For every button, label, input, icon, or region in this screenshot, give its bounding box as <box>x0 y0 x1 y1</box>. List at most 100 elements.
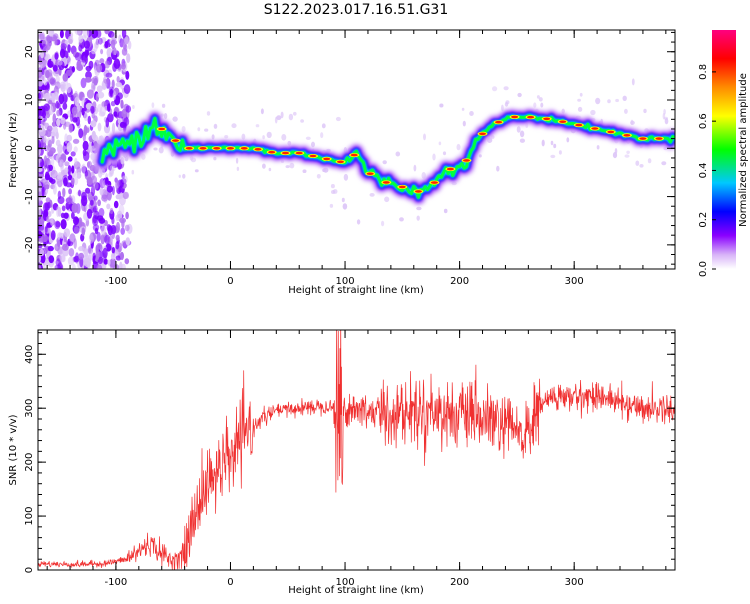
heatmap-halo <box>131 169 135 175</box>
heatmap-speckle <box>88 233 94 244</box>
heatmap-halo <box>320 132 324 139</box>
ridge-hotspot-core <box>639 137 647 140</box>
heatmap-speckle <box>44 225 48 233</box>
heatmap-speckle <box>82 248 89 255</box>
heatmap-speckle <box>93 205 98 213</box>
heatmap-speckle <box>50 178 56 185</box>
heatmap-speckle <box>104 41 109 49</box>
heatmap-speckle <box>97 256 104 265</box>
x-tick-label: 0 <box>227 577 233 588</box>
spectrogram-noise <box>38 30 669 269</box>
y-tick-label: -20 <box>24 237 35 253</box>
ridge-hotspot-core <box>158 127 166 131</box>
x-tick-label: 100 <box>335 276 354 287</box>
heatmap-speckle <box>40 140 44 149</box>
colorbar-tick-label: 0.6 <box>698 113 709 129</box>
x-tick-label: 0 <box>227 276 233 287</box>
heatmap-speckle <box>78 189 81 197</box>
heatmap-speckle <box>68 248 75 257</box>
heatmap-halo <box>630 120 635 125</box>
heatmap-speckle <box>67 256 75 266</box>
ridge-hotspot-core <box>199 147 207 150</box>
heatmap-speckle <box>90 120 97 128</box>
heatmap-halo <box>321 123 326 129</box>
heatmap-speckle <box>66 69 73 77</box>
heatmap-speckle <box>41 234 49 243</box>
heatmap-halo <box>288 113 294 121</box>
heatmap-halo <box>343 173 349 181</box>
heatmap-speckle <box>76 172 82 179</box>
heatmap-halo <box>153 147 158 151</box>
heatmap-speckle <box>96 242 103 250</box>
heatmap-speckle <box>67 35 74 45</box>
heatmap-speckle <box>38 205 42 216</box>
ridge-hotspot-core <box>213 147 221 150</box>
heatmap-speckle <box>51 155 55 166</box>
heatmap-halo <box>151 102 155 108</box>
heatmap-speckle <box>63 212 69 219</box>
heatmap-speckle <box>86 208 93 219</box>
heatmap-halo <box>631 78 635 86</box>
heatmap-speckle <box>47 201 51 209</box>
heatmap-speckle <box>99 58 105 64</box>
spectrogram-y-label: Frequency (Hz) <box>8 112 19 188</box>
heatmap-halo <box>163 113 168 120</box>
ridge-hotspot-core <box>430 181 438 184</box>
heatmap-speckle <box>45 70 50 79</box>
heatmap-speckle <box>41 186 45 198</box>
heatmap-halo <box>607 99 611 104</box>
colorbar-gradient <box>712 30 736 269</box>
heatmap-speckle <box>78 252 85 260</box>
heatmap-speckle <box>113 200 119 209</box>
heatmap-halo <box>302 169 307 173</box>
ridge-hotspot-core <box>337 160 344 164</box>
heatmap-halo <box>178 174 181 178</box>
heatmap-speckle <box>43 79 48 86</box>
ridge-hotspot-core <box>366 172 374 175</box>
heatmap-speckle <box>92 215 97 224</box>
heatmap-speckle <box>76 63 84 72</box>
colorbar-ticks: 0.0 0.2 0.4 0.6 0.8 <box>698 64 716 277</box>
heatmap-speckle <box>117 92 123 100</box>
heatmap-halo <box>331 190 336 194</box>
heatmap-speckle <box>62 102 68 110</box>
heatmap-speckle <box>83 30 90 39</box>
heatmap-speckle <box>38 93 41 99</box>
heatmap-speckle <box>47 60 54 68</box>
heatmap-speckle <box>43 155 48 166</box>
heatmap-speckle <box>115 241 120 250</box>
heatmap-speckle <box>68 188 72 195</box>
heatmap-speckle <box>67 241 74 247</box>
ridge-hotspot-core <box>295 151 303 155</box>
heatmap-speckle <box>51 135 55 145</box>
heatmap-speckle <box>60 43 67 50</box>
ridge-hotspot-core <box>398 185 406 189</box>
heatmap-speckle <box>67 156 73 162</box>
heatmap-speckle <box>65 82 72 94</box>
heatmap-speckle <box>97 199 101 207</box>
heatmap-speckle <box>120 157 125 165</box>
heatmap-speckle <box>70 151 76 157</box>
heatmap-speckle <box>122 191 129 200</box>
heatmap-speckle <box>39 248 45 257</box>
heatmap-speckle <box>104 177 109 186</box>
heatmap-halo <box>241 133 246 140</box>
ridge-hotspot-core <box>323 157 331 161</box>
heatmap-halo <box>432 153 436 161</box>
ridge-hotspot-core <box>623 134 631 137</box>
snr-line <box>38 330 675 570</box>
heatmap-speckle <box>84 40 90 49</box>
heatmap-speckle <box>62 73 69 82</box>
colorbar-tick-label: 0.0 <box>698 261 709 277</box>
heatmap-speckle <box>62 174 69 184</box>
y-tick-label: 300 <box>24 399 35 418</box>
heatmap-speckle <box>57 246 64 255</box>
ridge-hotspot-core <box>559 120 567 123</box>
heatmap-speckle <box>44 173 51 181</box>
heatmap-speckle <box>107 103 111 112</box>
heatmap-halo <box>469 111 474 116</box>
heatmap-speckle <box>64 161 70 167</box>
snr-series <box>38 330 675 570</box>
ridge-hotspot-core <box>268 150 276 154</box>
heatmap-speckle <box>83 151 90 162</box>
